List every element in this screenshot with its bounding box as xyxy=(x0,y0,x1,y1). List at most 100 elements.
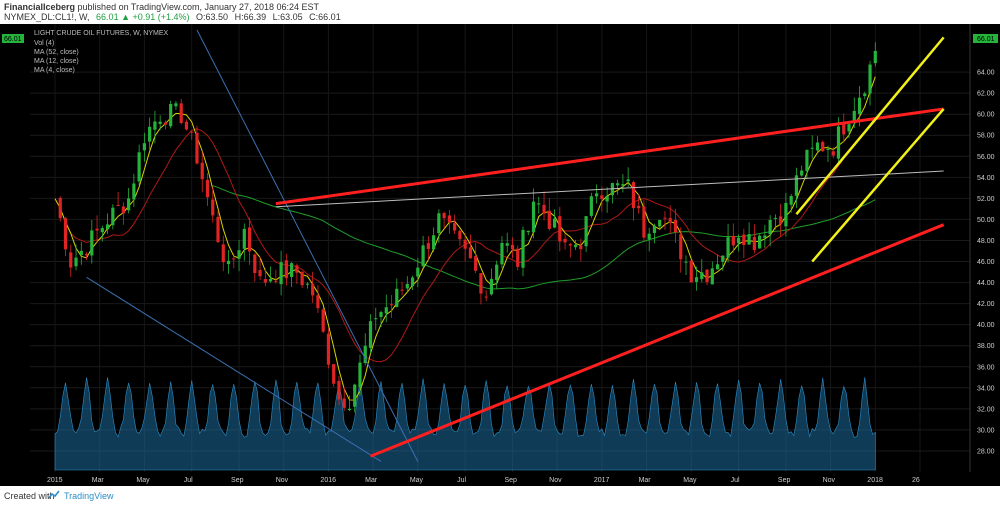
symbol-line: NYMEX_DL:CL1!, W, 66.01 ▲ +0.91 (+1.4%) … xyxy=(4,12,345,22)
candle-body xyxy=(857,97,862,114)
candle-body xyxy=(453,223,457,231)
volume-bars xyxy=(54,377,876,471)
volume-area xyxy=(54,377,876,471)
candle-body xyxy=(537,203,541,205)
y-tick-label: 62.00 xyxy=(977,91,995,98)
candle-body xyxy=(405,283,409,289)
footer: Created with TradingView xyxy=(0,486,1000,505)
chart-area[interactable]: 28.00 30.00 32.00 34.00 36.00 38.00 40.00 42.00… xyxy=(0,24,1000,486)
candle-body xyxy=(437,213,441,234)
x-tick-label: May xyxy=(136,477,150,484)
candle-body xyxy=(768,219,772,235)
candle-body xyxy=(563,238,567,243)
candle-body xyxy=(626,179,630,182)
candle-body xyxy=(321,309,325,332)
candle-body xyxy=(353,384,357,407)
candle-body xyxy=(589,196,593,216)
candle-body xyxy=(526,230,530,233)
candle-body xyxy=(505,243,509,246)
candle-body xyxy=(495,264,499,281)
x-tick-label: Nov xyxy=(276,477,289,484)
candle-body xyxy=(800,170,804,176)
candle-body xyxy=(815,142,820,151)
y-tick-label: 56.00 xyxy=(977,154,995,161)
candle-body xyxy=(500,242,504,265)
y-tick-label: 46.00 xyxy=(977,259,995,266)
tradingview-logo-icon[interactable] xyxy=(48,490,60,500)
symbol-label[interactable]: NYMEX_DL:CL1!, W, xyxy=(4,12,90,22)
legend: LIGHT CRUDE OIL FUTURES, W, NYMEX Vol (4… xyxy=(34,30,169,74)
candle-body xyxy=(284,260,288,279)
candle-body xyxy=(731,235,735,246)
candle-body xyxy=(668,218,672,223)
candle-body xyxy=(389,304,394,306)
publish-line: FinancialIceberg published on TradingVie… xyxy=(4,2,319,12)
candle-body xyxy=(842,124,846,135)
candle-body xyxy=(784,202,788,227)
candle-body xyxy=(826,149,830,151)
candle-body xyxy=(316,295,320,309)
candle-body xyxy=(190,131,194,133)
candle-body xyxy=(142,143,146,151)
candle-body xyxy=(474,256,478,271)
x-tick-label: Jul xyxy=(731,477,740,484)
candle-body xyxy=(616,183,620,186)
x-tick-label: Mar xyxy=(639,477,652,484)
candle-body xyxy=(374,318,378,320)
candle-body xyxy=(852,110,856,122)
close-value: C:66.01 xyxy=(309,12,341,22)
candle-body xyxy=(263,279,267,283)
candle-body xyxy=(95,228,99,231)
last-price-left: 66.01 xyxy=(4,36,22,43)
horizontal-trendline xyxy=(275,170,944,208)
candle-body xyxy=(873,50,877,64)
legend-ma4: MA (4, close) xyxy=(34,67,75,74)
y-tick-label: 34.00 xyxy=(977,385,995,392)
candle-body xyxy=(127,198,131,211)
price-chart[interactable]: 28.00 30.00 32.00 34.00 36.00 38.00 40.00 42.00… xyxy=(0,24,1000,486)
candle-body xyxy=(111,207,115,226)
candle-body xyxy=(105,224,110,230)
candle-body xyxy=(400,289,404,291)
candle-body xyxy=(237,250,241,259)
candle-body xyxy=(169,104,173,127)
candle-body xyxy=(642,206,646,238)
y-tick-label: 54.00 xyxy=(977,175,995,182)
candle-body xyxy=(831,151,835,156)
x-tick-label: Mar xyxy=(92,477,105,484)
author-name[interactable]: FinancialIceberg xyxy=(4,2,76,12)
candle-body xyxy=(200,162,204,180)
candle-body xyxy=(552,218,557,228)
candle-body xyxy=(432,235,436,250)
candle-body xyxy=(763,235,767,238)
legend-title: LIGHT CRUDE OIL FUTURES, W, NYMEX xyxy=(34,30,169,37)
candle-body xyxy=(684,261,688,263)
candle-body xyxy=(447,215,451,223)
candle-body xyxy=(658,219,662,227)
x-tick-label: 2016 xyxy=(320,477,336,484)
published-text: published on TradingView.com, January 27… xyxy=(77,2,320,12)
candle-body xyxy=(573,244,578,248)
candle-body xyxy=(715,264,720,270)
tradingview-brand[interactable]: TradingView xyxy=(64,491,114,501)
candle-body xyxy=(794,175,799,196)
y-tick-label: 30.00 xyxy=(977,427,995,434)
candle-body xyxy=(568,244,572,246)
candle-body xyxy=(274,280,278,282)
candle-body xyxy=(489,278,494,295)
candle-body xyxy=(379,312,383,317)
candle-body xyxy=(258,270,262,277)
y-tick-label: 58.00 xyxy=(977,133,995,140)
candle-body xyxy=(484,296,488,298)
candle-body xyxy=(279,262,283,285)
candle-body xyxy=(752,237,756,251)
candle-body xyxy=(216,217,220,243)
candle-body xyxy=(358,362,362,388)
candle-body xyxy=(516,248,520,267)
candle-body xyxy=(305,283,310,285)
x-tick-label: Sep xyxy=(778,477,791,484)
candle-body xyxy=(679,234,683,260)
legend-vol: Vol (4) xyxy=(34,40,54,47)
candle-body xyxy=(84,253,89,256)
candle-body xyxy=(547,210,551,229)
